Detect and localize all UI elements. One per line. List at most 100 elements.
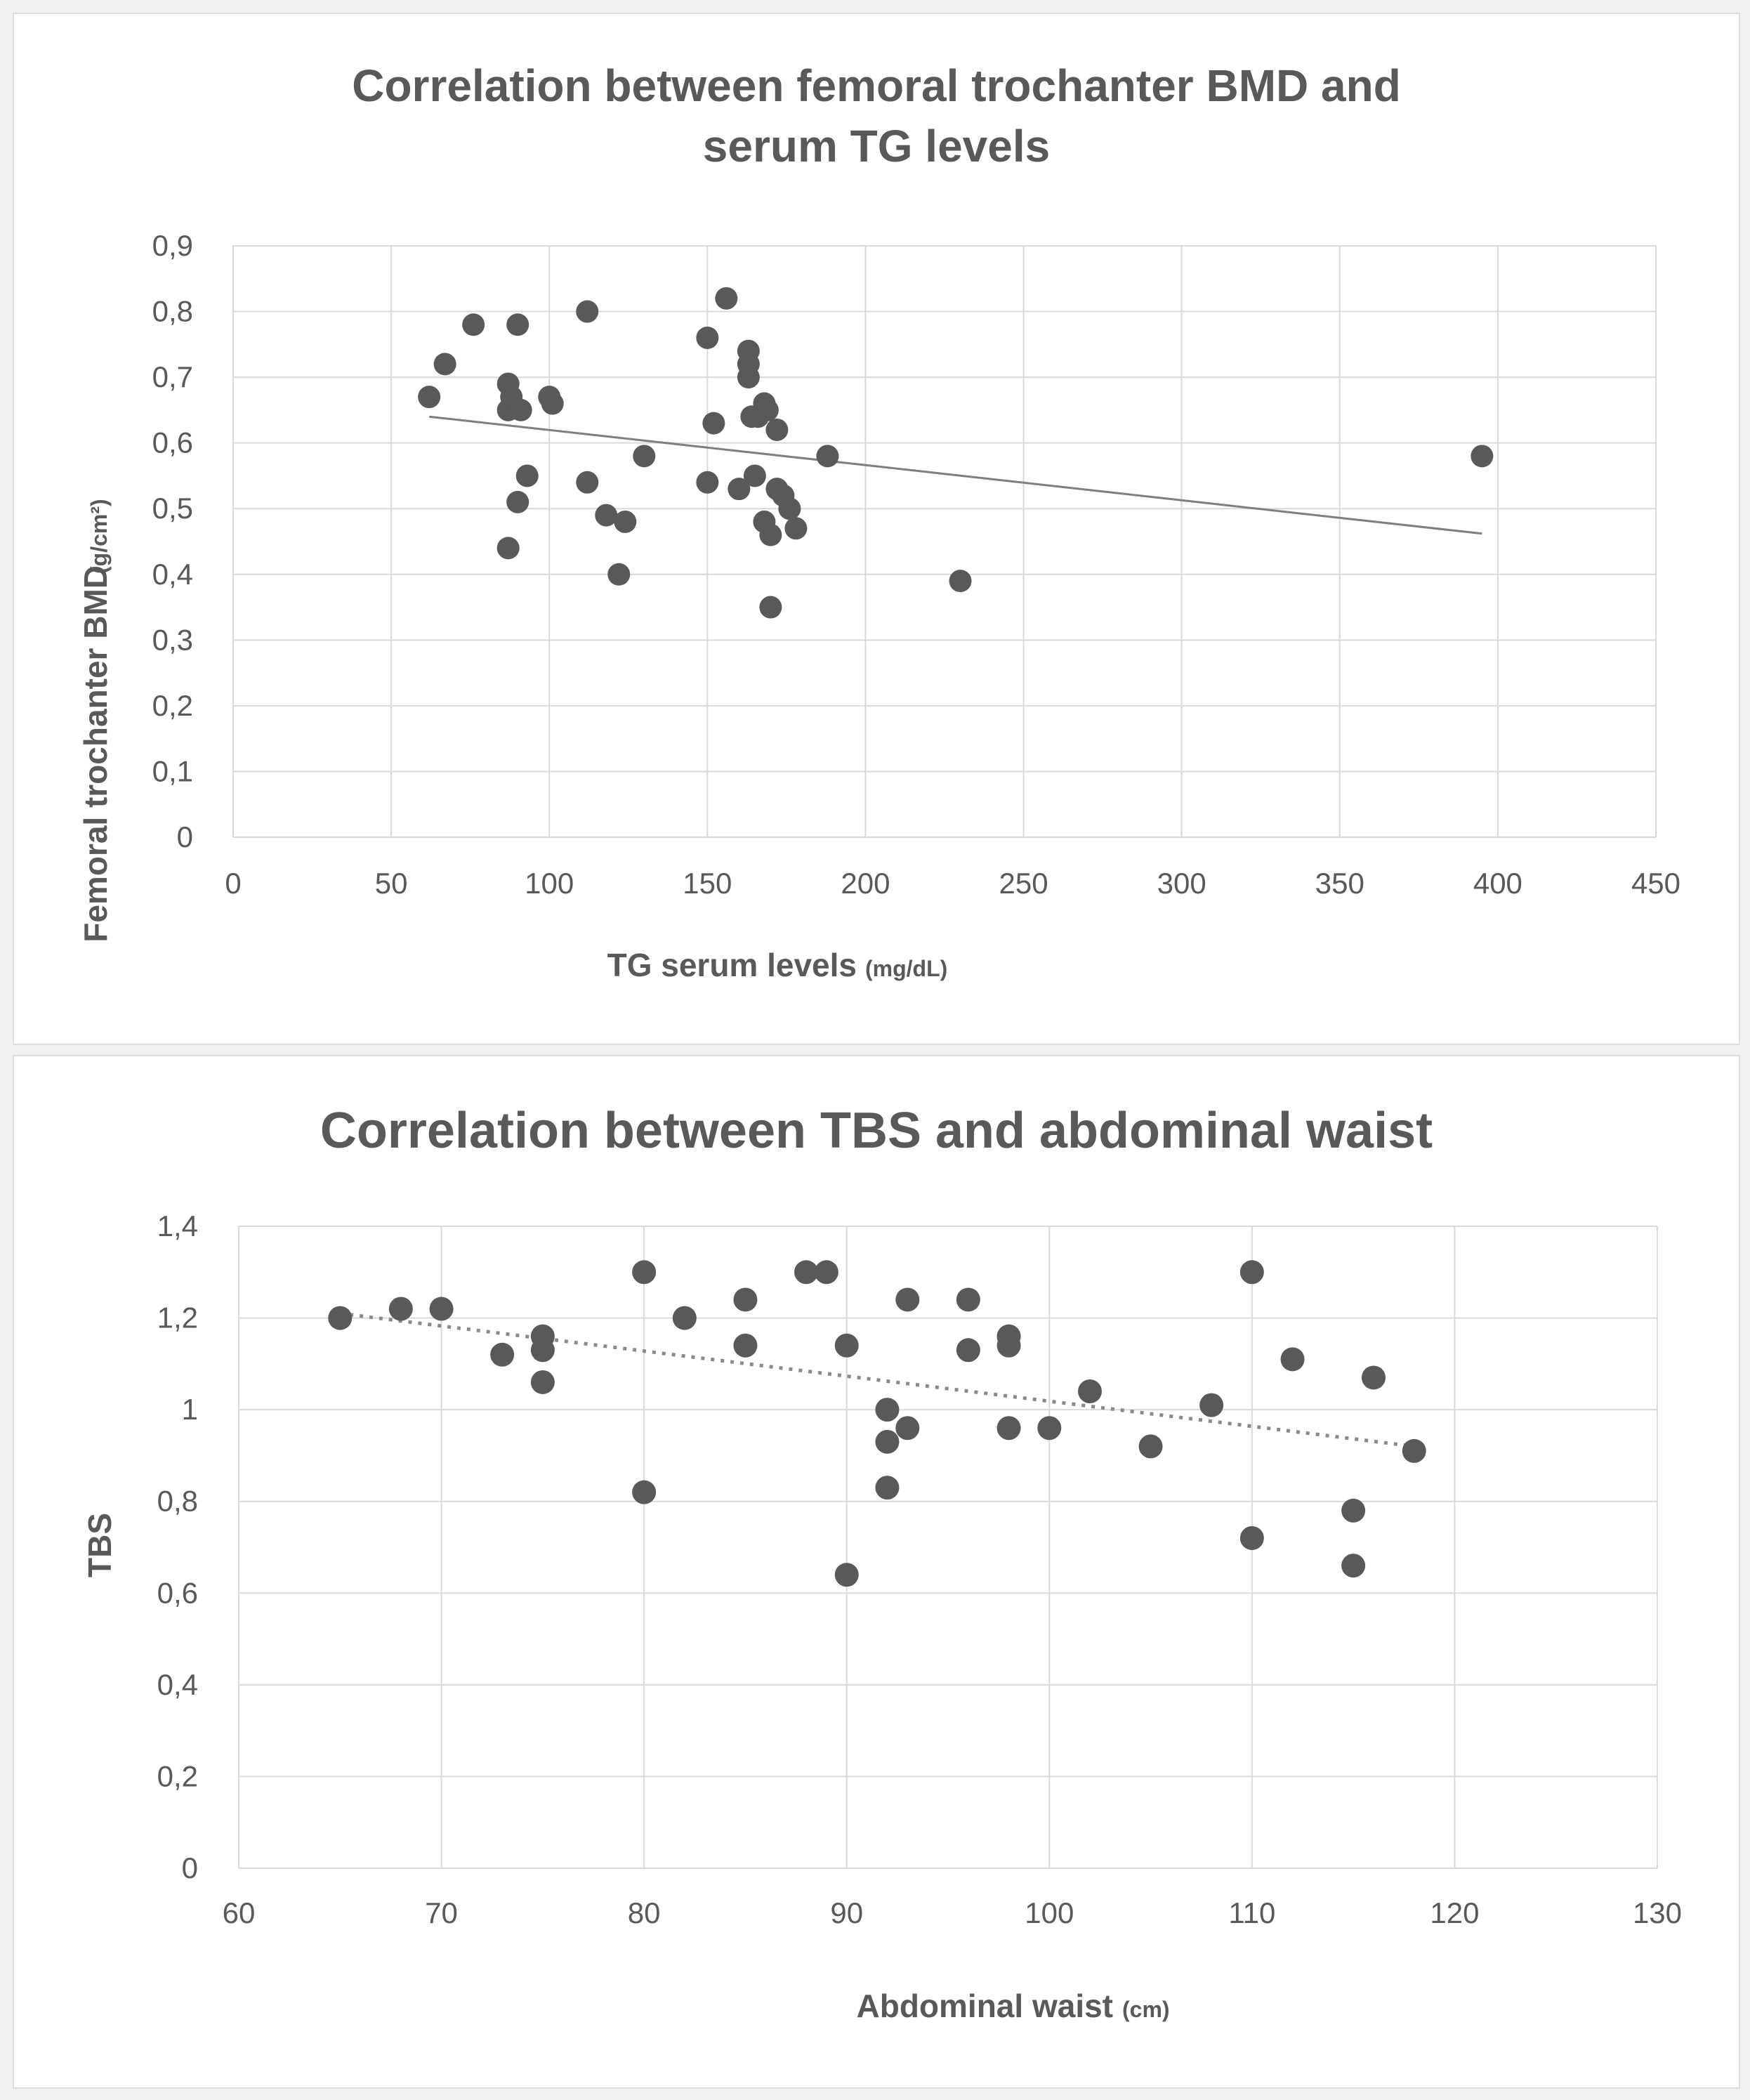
chart-title-line-1: Correlation between femoral trochanter B… [352, 60, 1401, 111]
y-tick-label: 0,7 [152, 360, 193, 393]
y-tick-label: 0 [182, 1851, 198, 1884]
data-point [462, 313, 485, 336]
data-point [895, 1416, 920, 1441]
data-point [530, 1338, 555, 1363]
x-axis-unit: (mg/dL) [865, 956, 947, 981]
x-tick-label: 70 [425, 1896, 458, 1929]
trendline [428, 415, 1482, 535]
x-axis-title: Abdominal waist [857, 1988, 1113, 2024]
data-point [834, 1563, 859, 1587]
x-tick-label: 250 [999, 867, 1048, 900]
data-point [875, 1398, 900, 1422]
x-tick-label: 0 [225, 867, 241, 900]
data-point [433, 353, 456, 376]
plot-area: 0 0,1 0,2 0,3 0,4 0,5 0,6 0,7 0,8 0,9 0 50 100 150 200… [152, 229, 1680, 900]
data-point [1037, 1416, 1062, 1441]
data-point [614, 510, 637, 533]
y-tick-label: 1 [182, 1393, 198, 1426]
data-point [672, 1306, 697, 1330]
data-point [388, 1297, 413, 1321]
trendline [339, 1311, 1415, 1448]
x-axis-unit: (cm) [1122, 1997, 1170, 2022]
data-point [728, 478, 751, 501]
y-axis-unit: (g/cm²) [86, 499, 112, 574]
y-axis-title: TBS [81, 1513, 118, 1577]
data-point [1341, 1498, 1366, 1523]
data-point [1362, 1365, 1386, 1390]
data-point [733, 1287, 758, 1312]
data-point [632, 1480, 657, 1504]
chart-title-line-1: Correlation between TBS and abdominal wa… [320, 1103, 1433, 1159]
y-tick-label: 0,6 [157, 1576, 198, 1609]
y-tick-label: 0,5 [152, 492, 193, 525]
plot-area: 0 0,2 0,4 0,6 0,8 1 1,2 1,4 60 70 80 90 100 110 120 130 [157, 1209, 1682, 1929]
chart-panel-bmd-tg: Correlation between femoral trochanter B… [13, 13, 1740, 1045]
data-point [875, 1429, 900, 1454]
data-point [490, 1342, 515, 1367]
x-tick-label: 50 [375, 867, 408, 900]
data-point [1402, 1438, 1426, 1463]
data-point [794, 1260, 818, 1285]
data-point [506, 313, 529, 336]
data-point [778, 497, 801, 520]
data-point [1138, 1434, 1163, 1459]
x-tick-label: 100 [1025, 1896, 1074, 1929]
chart-panel-tbs-waist: Correlation between TBS and abdominal wa… [13, 1055, 1740, 2089]
chart-title-line-2: serum TG levels [703, 121, 1050, 171]
x-tick-label: 90 [830, 1896, 863, 1929]
data-point [996, 1416, 1021, 1441]
y-tick-label: 0,8 [152, 295, 193, 328]
data-point [875, 1476, 900, 1500]
data-point [696, 471, 719, 494]
x-tick-label: 450 [1631, 867, 1680, 900]
data-point [418, 386, 441, 409]
data-point [509, 398, 532, 421]
data-point [1199, 1393, 1224, 1417]
data-point [633, 445, 656, 468]
x-tick-label: 110 [1228, 1896, 1275, 1929]
data-point [996, 1333, 1021, 1358]
x-tick-label: 100 [525, 867, 574, 900]
y-tick-label: 0,4 [152, 558, 193, 591]
x-tick-label: 130 [1633, 1896, 1682, 1929]
data-point [956, 1287, 980, 1312]
data-point [784, 517, 808, 540]
x-tick-label: 60 [223, 1896, 256, 1929]
data-point [496, 537, 520, 560]
data-point [765, 418, 789, 441]
data-point [733, 1333, 758, 1358]
data-point [834, 1333, 859, 1358]
data-point [595, 504, 618, 527]
y-tick-label: 0,2 [152, 689, 193, 722]
data-point [1341, 1554, 1366, 1578]
data-point [702, 412, 725, 435]
data-point [1239, 1525, 1264, 1550]
data-point [632, 1260, 657, 1285]
data-point [1471, 445, 1494, 468]
x-tick-label: 150 [683, 867, 732, 900]
y-tick-label: 0,6 [152, 426, 193, 459]
x-tick-label: 120 [1430, 1896, 1479, 1929]
data-point [1078, 1379, 1102, 1404]
y-tick-label: 0,4 [157, 1668, 198, 1701]
y-tick-label: 0 [177, 820, 193, 853]
data-point [759, 596, 782, 619]
data-point [515, 464, 539, 487]
x-tick-label: 300 [1157, 867, 1206, 900]
data-point [429, 1297, 454, 1321]
data-point [696, 326, 719, 349]
data-point [814, 1260, 838, 1285]
y-tick-label: 0,2 [157, 1759, 198, 1792]
x-tick-label: 350 [1315, 867, 1364, 900]
data-point [1239, 1260, 1264, 1285]
data-point [715, 287, 738, 310]
x-tick-label: 400 [1473, 867, 1522, 900]
data-point [506, 490, 529, 513]
data-point [1280, 1347, 1305, 1372]
data-point [949, 570, 972, 593]
scatter-chart-tbs-waist: Correlation between TBS and abdominal wa… [81, 1103, 1682, 2024]
y-tick-label: 0,9 [152, 229, 193, 262]
data-point [895, 1287, 920, 1312]
scatter-chart-bmd-tg: Correlation between femoral trochanter B… [77, 60, 1680, 983]
x-tick-label: 200 [841, 867, 890, 900]
